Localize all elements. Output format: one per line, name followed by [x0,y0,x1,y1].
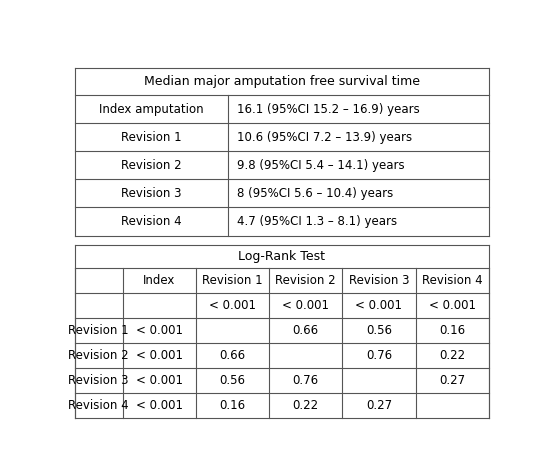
Text: Revision 2: Revision 2 [68,349,129,362]
Text: < 0.001: < 0.001 [136,324,183,337]
Text: < 0.001: < 0.001 [282,299,329,312]
Text: Revision 2: Revision 2 [276,274,336,287]
Text: 4.7 (95%CI 1.3 – 8.1) years: 4.7 (95%CI 1.3 – 8.1) years [238,215,398,228]
Text: Log-Rank Test: Log-Rank Test [238,250,326,263]
Text: 0.27: 0.27 [366,399,392,412]
Text: Revision 3: Revision 3 [121,187,182,200]
Text: 16.1 (95%CI 15.2 – 16.9) years: 16.1 (95%CI 15.2 – 16.9) years [238,103,420,116]
Text: 0.22: 0.22 [293,399,319,412]
Text: Revision 4: Revision 4 [422,274,482,287]
Text: 0.66: 0.66 [293,324,319,337]
Text: 0.16: 0.16 [219,399,245,412]
Text: 0.66: 0.66 [219,349,245,362]
Text: Revision 1: Revision 1 [202,274,263,287]
Text: 0.76: 0.76 [366,349,392,362]
Text: < 0.001: < 0.001 [209,299,256,312]
Text: Index amputation: Index amputation [99,103,204,116]
Text: 8 (95%CI 5.6 – 10.4) years: 8 (95%CI 5.6 – 10.4) years [238,187,394,200]
Text: 0.16: 0.16 [439,324,465,337]
Text: 0.56: 0.56 [366,324,392,337]
Text: Revision 1: Revision 1 [121,131,182,144]
Text: Revision 1: Revision 1 [68,324,129,337]
Text: 0.27: 0.27 [439,374,465,387]
Text: Revision 3: Revision 3 [349,274,409,287]
Text: Revision 4: Revision 4 [121,215,182,228]
Text: Revision 3: Revision 3 [69,374,129,387]
Text: Index: Index [143,274,175,287]
Text: 9.8 (95%CI 5.4 – 14.1) years: 9.8 (95%CI 5.4 – 14.1) years [238,159,405,172]
Text: < 0.001: < 0.001 [428,299,476,312]
Text: 10.6 (95%CI 7.2 – 13.9) years: 10.6 (95%CI 7.2 – 13.9) years [238,131,412,144]
Text: < 0.001: < 0.001 [136,374,183,387]
Text: Revision 2: Revision 2 [121,159,182,172]
Text: < 0.001: < 0.001 [355,299,403,312]
Text: 0.56: 0.56 [219,374,245,387]
Text: 0.76: 0.76 [293,374,319,387]
Text: Median major amputation free survival time: Median major amputation free survival ti… [144,75,420,88]
Text: Revision 4: Revision 4 [68,399,129,412]
Text: < 0.001: < 0.001 [136,349,183,362]
Text: 0.22: 0.22 [439,349,465,362]
Text: < 0.001: < 0.001 [136,399,183,412]
